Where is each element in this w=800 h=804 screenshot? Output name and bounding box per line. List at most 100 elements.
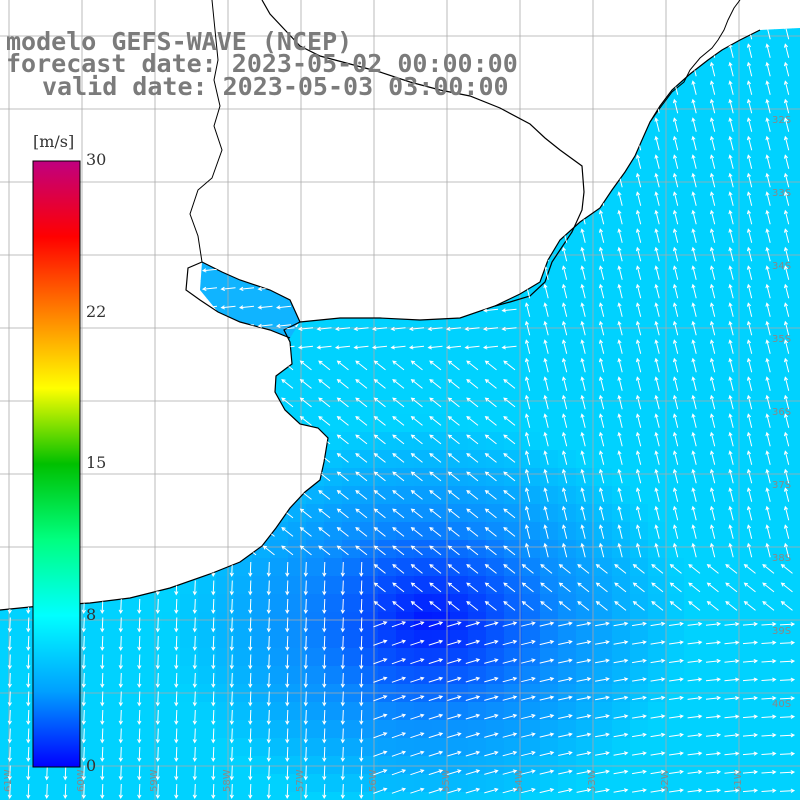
- speed-cell: [432, 594, 451, 613]
- wind-arrow: [248, 709, 253, 726]
- wind-arrow: [410, 658, 425, 665]
- wind-arrow: [691, 154, 697, 169]
- speed-cell: [738, 702, 757, 721]
- wind-arrow: [595, 677, 610, 682]
- speed-cell: [450, 486, 469, 505]
- speed-cell: [486, 486, 505, 505]
- wind-arrow: [561, 505, 568, 521]
- speed-cell: [252, 630, 271, 649]
- wind-arrow: [100, 783, 105, 800]
- speed-cell: [378, 450, 397, 469]
- wind-arrow: [429, 397, 442, 408]
- wind-arrow: [765, 468, 771, 484]
- speed-cell: [756, 450, 775, 469]
- speed-cell: [774, 270, 793, 289]
- wind-arrow: [709, 524, 716, 539]
- colorbar-tick-label: 30: [86, 150, 107, 169]
- speed-cell: [792, 198, 800, 217]
- speed-cell: [252, 738, 271, 757]
- wind-arrow: [81, 709, 86, 726]
- wind-arrow: [220, 286, 236, 292]
- wind-arrow: [322, 654, 327, 670]
- speed-cell: [198, 594, 217, 613]
- speed-cell: [630, 270, 649, 289]
- wind-arrow: [709, 154, 716, 169]
- wind-arrow: [746, 135, 753, 151]
- speed-cell: [648, 216, 667, 235]
- wind-arrow: [598, 487, 605, 502]
- wind-arrow: [174, 765, 179, 781]
- speed-cell: [144, 612, 163, 631]
- wind-arrow: [266, 580, 271, 596]
- speed-cell: [252, 576, 271, 595]
- speed-cell: [378, 720, 397, 739]
- speed-cell: [180, 612, 199, 631]
- speed-cell: [576, 576, 595, 595]
- wind-arrow: [248, 654, 253, 670]
- speed-cell: [594, 792, 613, 800]
- speed-cell: [792, 558, 800, 577]
- speed-cell: [414, 468, 433, 487]
- wind-arrow: [765, 302, 771, 317]
- speed-cell: [792, 432, 800, 451]
- wind-arrow: [746, 246, 753, 262]
- speed-cell: [702, 198, 721, 217]
- wind-arrow: [336, 489, 349, 500]
- wind-arrow: [728, 228, 734, 243]
- wind-arrow: [7, 746, 12, 763]
- wind-arrow: [539, 621, 555, 627]
- speed-cell: [414, 486, 433, 505]
- wind-arrow: [447, 526, 460, 537]
- wind-arrow: [373, 600, 386, 611]
- speed-cell: [648, 594, 667, 613]
- speed-cell: [558, 486, 577, 505]
- speed-cell: [288, 540, 307, 559]
- speed-cell: [18, 702, 37, 721]
- wind-arrow: [447, 545, 460, 556]
- wind-arrow: [783, 376, 790, 391]
- wind-arrow: [285, 709, 290, 726]
- speed-cell: [270, 648, 289, 667]
- speed-cell: [504, 468, 523, 487]
- speed-cell: [774, 216, 793, 235]
- speed-cell: [18, 630, 37, 649]
- wind-arrow: [669, 658, 684, 663]
- wind-arrow: [373, 471, 386, 482]
- wind-arrow: [635, 209, 642, 225]
- wind-arrow: [543, 283, 549, 299]
- wind-arrow: [275, 305, 292, 310]
- wind-arrow: [174, 654, 179, 670]
- speed-cell: [576, 468, 595, 487]
- wind-arrow: [613, 640, 629, 645]
- wind-arrow: [539, 788, 555, 794]
- wind-arrow: [598, 339, 605, 354]
- speed-cell: [576, 630, 595, 649]
- wind-arrow: [672, 246, 679, 262]
- wind-arrow: [266, 617, 271, 633]
- wind-arrow: [746, 283, 753, 299]
- speed-cell: [144, 648, 163, 667]
- wind-arrow: [118, 746, 123, 763]
- speed-cell: [612, 252, 631, 271]
- speed-cell: [522, 558, 541, 577]
- speed-cell: [540, 540, 559, 559]
- speed-cell: [594, 486, 613, 505]
- wind-arrow: [26, 654, 31, 670]
- wind-arrow: [373, 769, 388, 776]
- speed-cell: [252, 792, 271, 800]
- speed-cell: [756, 360, 775, 379]
- wind-arrow: [635, 154, 642, 169]
- speed-cell: [702, 342, 721, 361]
- speed-cell: [612, 792, 631, 800]
- latitude-label: 38S: [772, 553, 791, 564]
- speed-cell: [342, 594, 361, 613]
- wind-arrow: [746, 191, 753, 206]
- wind-arrow: [617, 191, 623, 206]
- wind-arrow: [521, 621, 536, 627]
- speed-cell: [378, 756, 397, 775]
- speed-cell: [576, 756, 595, 775]
- wind-arrow: [81, 728, 86, 744]
- speed-cell: [594, 630, 613, 649]
- wind-arrow: [709, 505, 716, 521]
- wind-arrow: [390, 326, 406, 332]
